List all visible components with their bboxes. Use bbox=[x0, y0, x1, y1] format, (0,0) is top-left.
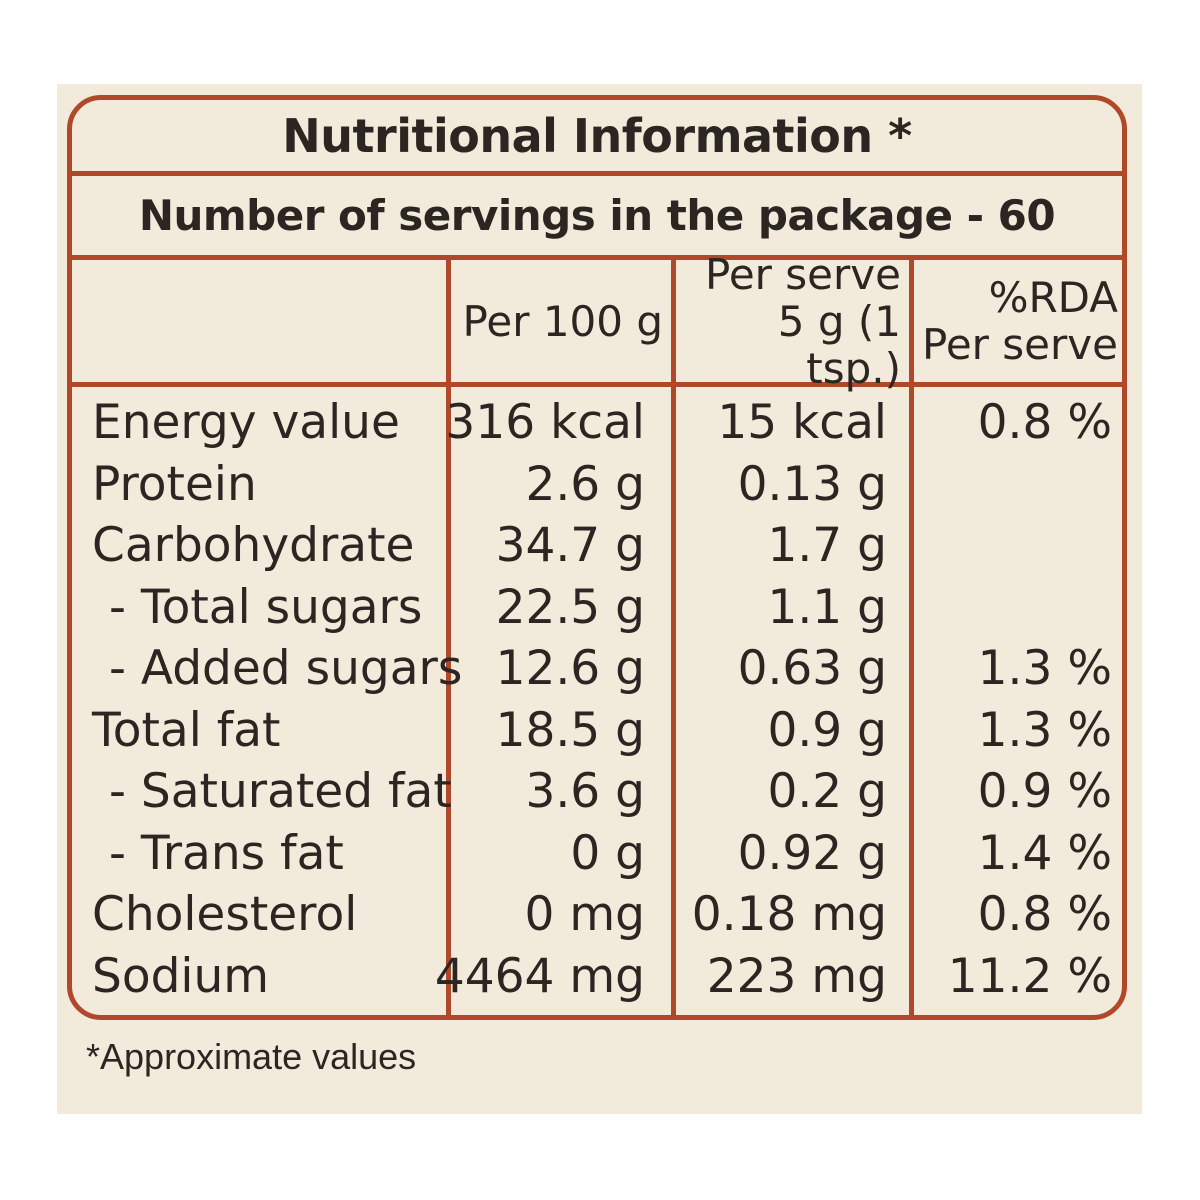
value-per-100g: 4464 mg bbox=[434, 949, 645, 1004]
table-row: Carbohydrate 34.7 g 1.7 g bbox=[72, 515, 1122, 577]
header-per-100g: Per 100 g bbox=[451, 260, 671, 382]
nutrient-name: - Added sugars bbox=[109, 641, 463, 696]
table-row: Protein 2.6 g 0.13 g bbox=[72, 454, 1122, 516]
value-rda: 0.8 % bbox=[977, 887, 1112, 942]
nutrient-name: - Saturated fat bbox=[109, 764, 452, 819]
table-row: - Trans fat 0 g 0.92 g 1.4 % bbox=[72, 823, 1122, 885]
value-per-100g: 12.6 g bbox=[495, 641, 645, 696]
table-row: Energy value 316 kcal 15 kcal 0.8 % bbox=[72, 392, 1122, 454]
header-per-100g-label: Per 100 g bbox=[462, 296, 663, 346]
table-row: Total fat 18.5 g 0.9 g 1.3 % bbox=[72, 700, 1122, 762]
value-per-100g: 34.7 g bbox=[495, 518, 645, 573]
header-divider bbox=[72, 382, 1122, 387]
value-per-100g: 316 kcal bbox=[445, 395, 645, 450]
nutrient-name: Carbohydrate bbox=[92, 518, 415, 573]
table-title: Nutritional Information * bbox=[72, 100, 1122, 176]
table-row: - Saturated fat 3.6 g 0.2 g 0.9 % bbox=[72, 761, 1122, 823]
column-divider bbox=[671, 260, 676, 1015]
table-row: - Added sugars 12.6 g 0.63 g 1.3 % bbox=[72, 638, 1122, 700]
value-per-serve: 0.18 mg bbox=[691, 887, 887, 942]
value-per-serve: 0.63 g bbox=[737, 641, 887, 696]
nutrient-name: - Trans fat bbox=[109, 826, 344, 881]
value-rda: 0.9 % bbox=[977, 764, 1112, 819]
value-rda: 1.3 % bbox=[977, 703, 1112, 758]
servings-count: Number of servings in the package - 60 bbox=[72, 176, 1122, 260]
nutrient-name: Cholesterol bbox=[92, 887, 358, 942]
header-per-serve-line1: Per serve bbox=[705, 249, 901, 299]
nutrient-name: Protein bbox=[92, 457, 257, 512]
nutrient-name: Total fat bbox=[92, 703, 281, 758]
column-divider bbox=[909, 260, 914, 1015]
value-per-serve: 0.2 g bbox=[767, 764, 887, 819]
value-per-serve: 0.92 g bbox=[737, 826, 887, 881]
header-per-serve-line2: 5 g (1 tsp.) bbox=[777, 296, 901, 393]
table-row: - Total sugars 22.5 g 1.1 g bbox=[72, 577, 1122, 639]
value-per-serve: 1.7 g bbox=[767, 518, 887, 573]
value-per-100g: 18.5 g bbox=[495, 703, 645, 758]
value-per-100g: 3.6 g bbox=[525, 764, 645, 819]
nutrient-name: - Total sugars bbox=[109, 580, 423, 635]
value-per-serve: 0.9 g bbox=[767, 703, 887, 758]
value-rda: 0.8 % bbox=[977, 395, 1112, 450]
value-per-serve: 0.13 g bbox=[737, 457, 887, 512]
value-per-100g: 22.5 g bbox=[495, 580, 645, 635]
table-row: Sodium 4464 mg 223 mg 11.2 % bbox=[72, 946, 1122, 1008]
value-per-serve: 223 mg bbox=[706, 949, 887, 1004]
value-per-serve: 1.1 g bbox=[767, 580, 887, 635]
value-rda: 11.2 % bbox=[947, 949, 1112, 1004]
footnote: *Approximate values bbox=[86, 1036, 417, 1077]
nutrient-name: Sodium bbox=[92, 949, 270, 1004]
value-per-100g: 2.6 g bbox=[525, 457, 645, 512]
nutrient-name: Energy value bbox=[92, 395, 400, 450]
value-per-100g: 0 mg bbox=[524, 887, 645, 942]
header-per-serve: Per serve 5 g (1 tsp.) bbox=[676, 251, 909, 392]
header-rda: %RDA Per serve bbox=[914, 260, 1122, 382]
value-rda: 1.4 % bbox=[977, 826, 1112, 881]
value-per-100g: 0 g bbox=[570, 826, 645, 881]
value-per-serve: 15 kcal bbox=[717, 395, 887, 450]
table-row: Cholesterol 0 mg 0.18 mg 0.8 % bbox=[72, 884, 1122, 946]
nutrition-table: Nutritional Information * Number of serv… bbox=[67, 95, 1127, 1020]
header-rda-line2: Per serve bbox=[922, 320, 1118, 369]
column-divider bbox=[446, 260, 451, 1015]
value-rda: 1.3 % bbox=[977, 641, 1112, 696]
header-rda-line1: %RDA bbox=[988, 273, 1118, 322]
